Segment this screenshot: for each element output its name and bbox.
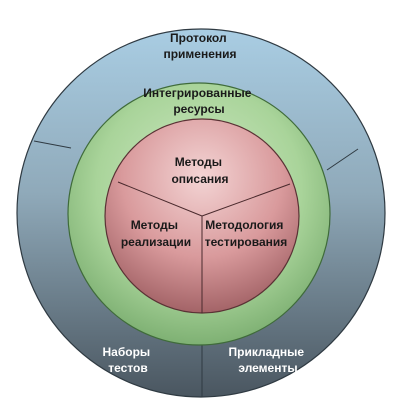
label-integrated-resources: Интегрированные ресурсы xyxy=(143,86,254,116)
inner-divider-right xyxy=(201,183,291,217)
outer-divider-left xyxy=(33,140,72,149)
label-testing-methodology: Методология тестирования xyxy=(205,218,288,249)
inner-divider-left xyxy=(117,181,203,217)
label-implementation-methods: Методы реализации xyxy=(121,218,191,249)
label-test-suites: Наборы тестов xyxy=(102,345,153,375)
label-description-methods: Методы описания xyxy=(171,155,228,186)
label-applied-elements: Прикладные элементы xyxy=(229,345,308,375)
label-application-protocol: Протокол применения xyxy=(163,31,236,61)
outer-divider-right xyxy=(326,148,359,171)
